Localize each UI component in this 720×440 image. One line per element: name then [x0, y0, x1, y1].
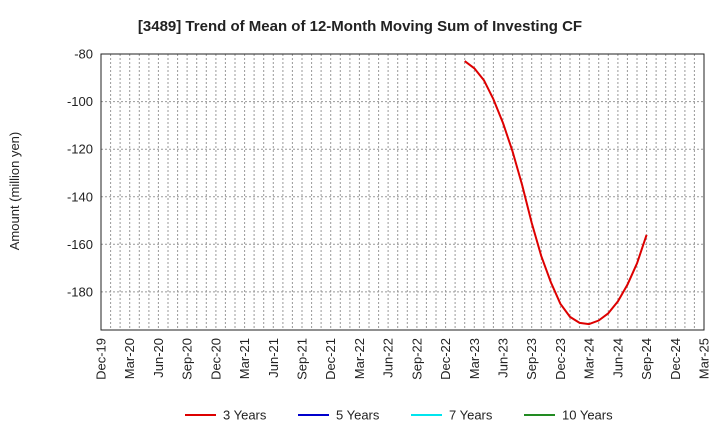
y-tick-label: -160 — [67, 237, 93, 252]
y-tick-label: -120 — [67, 142, 93, 157]
plot-frame — [100, 53, 705, 331]
series-line-3-years — [464, 60, 648, 326]
series-lines — [464, 60, 648, 326]
x-tick-label: Sep-21 — [295, 338, 310, 380]
y-tick-labels: -80 -100 -120 -140 -160 -180 — [67, 47, 93, 300]
x-tick-label: Jun-23 — [496, 338, 511, 378]
y-tick-label: -80 — [74, 47, 93, 62]
x-tick-labels: Dec-19 Mar-20 Jun-20 Sep-20 Dec-20 Mar-21 Jun-… — [94, 338, 712, 380]
x-tick-label: Dec-23 — [553, 338, 568, 380]
x-tick-label: Mar-24 — [582, 338, 597, 379]
legend-entry: 10 Years — [562, 408, 613, 423]
x-tick-label: Mar-21 — [237, 338, 252, 379]
x-tick-label: Dec-22 — [438, 338, 453, 380]
x-tick-label: Jun-20 — [151, 338, 166, 378]
x-tick-label: Sep-22 — [409, 338, 424, 380]
legend-entry: 3 Years — [223, 408, 267, 423]
x-tick-label: Sep-20 — [180, 338, 195, 380]
x-tick-label: Mar-20 — [122, 338, 137, 379]
x-tick-label: Mar-22 — [352, 338, 367, 379]
x-tick-label: Jun-22 — [381, 338, 396, 378]
x-tick-label: Dec-19 — [94, 338, 109, 380]
x-tick-label: Mar-25 — [697, 338, 712, 379]
y-tick-label: -140 — [67, 189, 93, 204]
legend: 3 Years 5 Years 7 Years 10 Years — [185, 408, 613, 423]
x-tick-label: Jun-24 — [610, 338, 625, 378]
y-tick-label: -100 — [67, 94, 93, 109]
x-tick-label: Sep-24 — [639, 338, 654, 380]
x-tick-label: Jun-21 — [266, 338, 281, 378]
x-tick-label: Dec-24 — [668, 338, 683, 380]
y-axis-label: Amount (million yen) — [7, 132, 22, 251]
legend-entry: 5 Years — [336, 408, 380, 423]
x-tick-label: Sep-23 — [524, 338, 539, 380]
x-tick-label: Dec-21 — [323, 338, 338, 380]
x-tick-label: Dec-20 — [208, 338, 223, 380]
x-tick-label: Mar-23 — [467, 338, 482, 379]
y-tick-label: -180 — [67, 284, 93, 299]
legend-entry: 7 Years — [449, 408, 493, 423]
chart-title: [3489] Trend of Mean of 12-Month Moving … — [138, 18, 582, 35]
grid — [100, 53, 705, 330]
